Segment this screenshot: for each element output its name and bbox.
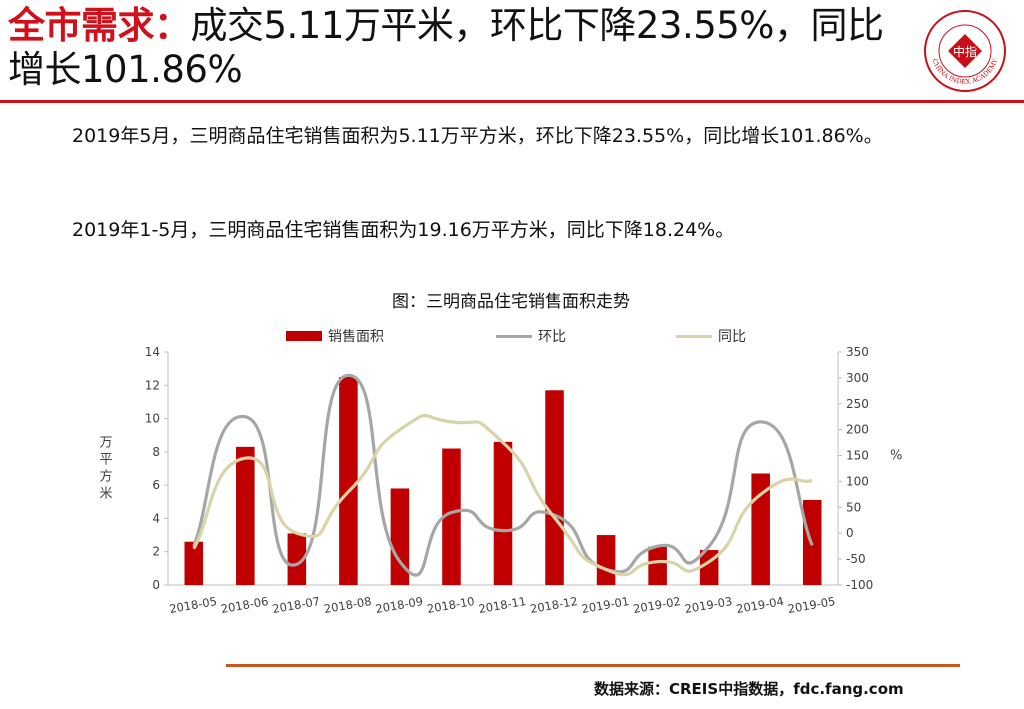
y-left-tick-label: 0 — [152, 578, 160, 592]
china-index-academy-logo: 中指 CHINA INDEX ACADEMY — [920, 6, 1010, 96]
bar-area-2018-07 — [287, 533, 307, 585]
y-left-axis-label: 平 — [99, 453, 112, 468]
y-left-tick-label: 10 — [145, 412, 160, 426]
legend-swatch-area — [286, 331, 322, 341]
x-tick-label: 2018-06 — [220, 594, 270, 616]
y-right-tick-label: -100 — [846, 578, 873, 592]
logo-seal-icon: 中指 CHINA INDEX ACADEMY — [924, 10, 1006, 92]
y-left-tick-label: 6 — [152, 478, 160, 492]
y-right-axis-label: % — [890, 449, 902, 464]
x-tick-label: 2019-01 — [581, 594, 631, 616]
y-right-tick-label: 300 — [846, 371, 869, 385]
line-mom — [192, 373, 814, 577]
page-title-accent: 全市需求： — [8, 4, 191, 47]
x-tick-label: 2019-03 — [684, 594, 734, 616]
y-right-tick-label: 150 — [846, 449, 869, 463]
logo-center-text: 中指 — [953, 44, 977, 59]
sales-area-chart: 图：三明商品住宅销售面积走势 销售面积 环比 同比 0 2 4 6 8 10 12 14 -10… — [96, 280, 926, 640]
bar-area-2018-05 — [184, 541, 204, 585]
legend-swatch-yoy — [676, 334, 712, 338]
bar-area-2018-08 — [339, 376, 358, 585]
y-right-tick-label: 100 — [846, 474, 869, 488]
y-left-tick-label: 4 — [152, 511, 160, 525]
y-left-axis-label: 米 — [99, 487, 112, 502]
footer-divider — [226, 664, 960, 667]
y-left-tick-label: 14 — [145, 345, 160, 359]
page-title-rest: 成交5.11万平米，环比下降23.55%，同比增长101.86% — [8, 4, 884, 91]
legend-label-mom: 环比 — [538, 329, 566, 345]
paragraph-ytd: 2019年1-5月，三明商品住宅销售面积为19.16万平方米，同比下降18.24… — [38, 212, 1008, 248]
chart-title: 图：三明商品住宅销售面积走势 — [392, 292, 630, 312]
bar-area-2018-10 — [442, 448, 461, 585]
y-left-tick-label: 8 — [152, 445, 160, 459]
bar-area-2018-11 — [493, 441, 513, 585]
paragraph-monthly: 2019年5月，三明商品住宅销售面积为5.11万平方米，环比下降23.55%，同… — [38, 118, 1008, 154]
x-tick-label: 2018-09 — [374, 594, 424, 616]
x-tick-label: 2018-08 — [323, 594, 373, 616]
y-right-tick-label: 350 — [846, 345, 869, 359]
paragraph-ytd-text: 2019年1-5月，三明商品住宅销售面积为19.16万平方米，同比下降18.24… — [72, 219, 735, 241]
line-yoy — [192, 413, 813, 577]
x-tick-label: 2018-05 — [168, 594, 218, 616]
legend-item-yoy: 同比 — [676, 326, 746, 346]
x-tick-label: 2018-11 — [477, 594, 527, 616]
chart-plot-area: 0 2 4 6 8 10 12 14 -100 -50 0 50 100 150 200 250 300 350 万… — [99, 345, 902, 616]
x-tick-label: 2018-10 — [426, 594, 476, 616]
y-right-tick-label: 200 — [846, 423, 869, 437]
y-right-tick-label: 50 — [846, 500, 861, 514]
x-tick-label: 2019-02 — [632, 594, 682, 616]
x-tick-label: 2019-05 — [787, 594, 837, 616]
y-left-tick-label: 2 — [152, 545, 160, 559]
legend-swatch-mom — [496, 334, 532, 338]
legend-item-area: 销售面积 — [286, 326, 384, 346]
legend-label-area: 销售面积 — [328, 329, 384, 345]
bar-area-2019-02 — [648, 546, 667, 585]
y-right-tick-label: 250 — [846, 397, 869, 411]
y-right-tick-label: -50 — [846, 552, 866, 566]
y-left-tick-label: 12 — [145, 378, 160, 392]
bar-area-2019-04 — [751, 473, 770, 585]
x-tick-label: 2018-12 — [529, 594, 579, 616]
bar-area-2019-01 — [596, 535, 616, 585]
y-right-tick-label: 0 — [846, 526, 854, 540]
x-tick-label: 2019-04 — [735, 594, 785, 616]
legend-label-yoy: 同比 — [718, 329, 746, 345]
y-left-axis-label: 方 — [99, 469, 112, 485]
data-source: 数据来源：CREIS中指数据，fdc.fang.com — [594, 680, 904, 698]
title-divider — [0, 100, 1024, 103]
bar-area-2018-09 — [390, 488, 410, 585]
page-title: 全市需求：成交5.11万平米，环比下降23.55%，同比增长101.86% — [8, 4, 908, 92]
y-left-axis-label: 万 — [99, 436, 112, 451]
paragraph-monthly-text: 2019年5月，三明商品住宅销售面积为5.11万平方米，环比下降23.55%，同… — [72, 125, 883, 147]
legend-item-mom: 环比 — [496, 326, 566, 346]
bar-area-2018-06 — [236, 446, 255, 585]
bar-area-2018-12 — [545, 390, 564, 585]
x-tick-label: 2018-07 — [271, 594, 321, 616]
